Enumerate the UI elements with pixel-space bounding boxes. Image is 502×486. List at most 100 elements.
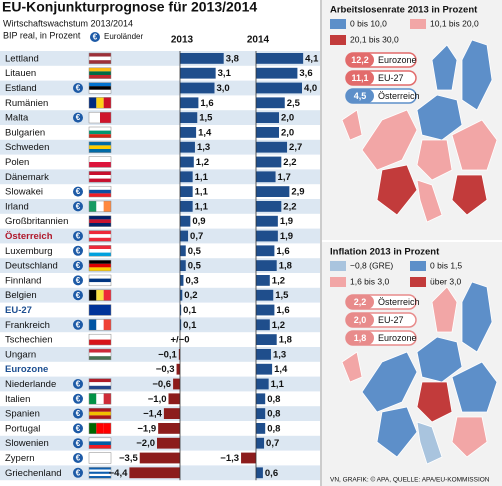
euro-icon: [73, 231, 83, 241]
bar: [256, 245, 275, 257]
flag-border: [88, 97, 112, 109]
flag-stripe: [96, 97, 104, 109]
flag-stripe: [89, 441, 111, 445]
euro-icon: [73, 290, 83, 301]
value-label: 2,0: [281, 127, 294, 138]
flag-stripe: [89, 186, 111, 190]
flag-stripe: [89, 267, 111, 271]
category-label: Polen: [5, 157, 29, 168]
flag-border: [88, 319, 112, 331]
value-label: −0,6: [152, 379, 171, 390]
flag-stripe: [89, 189, 111, 194]
flag-stripe: [89, 82, 111, 87]
flag-stripe: [89, 223, 111, 227]
flag-stripe: [89, 230, 111, 235]
value-label: 1,2: [196, 157, 209, 168]
category-label: Niederlande: [5, 379, 56, 390]
bar: [256, 171, 276, 183]
category-label: Luxemburg: [5, 246, 53, 257]
flag-stripe: [89, 263, 111, 268]
legend-swatch: [330, 277, 346, 287]
euro-symbol: €: [76, 320, 81, 329]
value-label: 0,1: [183, 305, 197, 316]
legend-label: −0,8 (GRE): [350, 260, 393, 270]
value-label: 2,2: [283, 157, 296, 168]
category-label: Deutschland: [5, 261, 58, 272]
bar: [176, 363, 180, 375]
flag-stripe: [89, 171, 111, 175]
flag-stripe: [89, 67, 111, 72]
euro-symbol: €: [76, 187, 81, 196]
value-label: 0,8: [267, 409, 280, 420]
map-region: [451, 361, 498, 413]
callout-value: 4,5: [354, 91, 367, 101]
category-label: Malta: [5, 113, 29, 124]
flag-stripe: [89, 423, 97, 434]
bar: [129, 467, 180, 479]
bar: [256, 186, 290, 197]
category-label: Eurozone: [5, 364, 48, 375]
category-label: Großbritannien: [5, 216, 68, 227]
map-region: [451, 119, 498, 171]
bar: [180, 260, 186, 271]
bar: [180, 215, 191, 227]
value-label: 1,1: [271, 379, 285, 390]
bar: [178, 349, 180, 360]
value-label: 1,1: [195, 187, 209, 198]
category-label: Litauen: [5, 68, 36, 79]
value-label: 2,2: [283, 201, 296, 212]
bar: [256, 156, 282, 168]
map-region: [361, 351, 418, 413]
callout-name: Eurozone: [378, 333, 417, 343]
bar: [256, 467, 263, 479]
euro-icon: [73, 423, 83, 434]
value-label: 0,1: [183, 320, 197, 331]
flag-stripe: [89, 289, 97, 301]
bar: [256, 260, 277, 271]
map: [341, 39, 498, 223]
flag-stripe: [89, 245, 111, 249]
euro-symbol: €: [76, 261, 81, 270]
euro-symbol: €: [93, 33, 98, 42]
flag-stripe: [103, 289, 111, 301]
flag-stripe: [89, 408, 111, 412]
value-label: 0,7: [266, 438, 279, 449]
flag-border: [88, 171, 112, 183]
flag-stripe: [89, 473, 111, 477]
callout-name: EU-27: [378, 315, 404, 325]
value-label: 1,3: [273, 349, 286, 360]
map-region: [361, 109, 418, 171]
euro-symbol: €: [76, 468, 81, 477]
euro-symbol: €: [76, 84, 81, 93]
flag-stripe: [89, 352, 111, 357]
bar: [173, 378, 180, 390]
value-label: 1,7: [278, 172, 291, 183]
legend-swatch: [410, 261, 426, 271]
category-label: Dänemark: [5, 172, 49, 183]
legend-swatch: [330, 35, 346, 45]
flag-border: [88, 407, 112, 420]
value-label: 1,8: [279, 335, 292, 346]
flag-border: [88, 422, 112, 435]
legend-label: 10,1 bis 20,0: [430, 18, 479, 28]
flag-stripe: [89, 71, 111, 75]
euro-icon: [73, 260, 83, 271]
flag-border: [88, 82, 112, 94]
callout-badge: [346, 53, 374, 67]
flag-stripe: [89, 249, 111, 253]
category-label: Bulgarien: [5, 127, 45, 138]
bar: [256, 363, 273, 375]
bar: [256, 304, 275, 316]
flag-stripe: [89, 127, 111, 131]
map-region: [341, 109, 363, 141]
bar: [180, 82, 215, 94]
legend-label: 1,6 bis 3,0: [350, 276, 389, 286]
callout-badge: [346, 295, 374, 309]
value-label: 0,2: [184, 290, 197, 301]
flag-border: [88, 156, 112, 168]
row-band: [0, 347, 320, 362]
callout-name: Österreich: [378, 297, 420, 307]
source: VN, GRAFIK: © APA, QUELLE: APA/EU-KOMMIS…: [330, 476, 490, 484]
flag-border: [88, 185, 112, 198]
bar: [256, 67, 298, 79]
